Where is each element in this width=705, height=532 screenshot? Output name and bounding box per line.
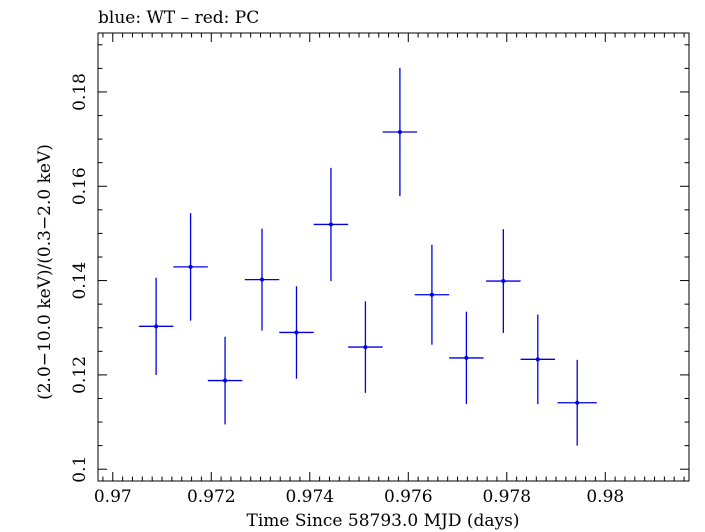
data-point xyxy=(279,286,314,379)
data-point xyxy=(486,229,521,333)
y-tick-label: 0.14 xyxy=(70,262,90,300)
x-tick-label: 0.976 xyxy=(384,487,433,507)
data-point xyxy=(207,336,243,425)
data-point xyxy=(449,311,484,405)
point-marker xyxy=(223,378,228,383)
point-marker xyxy=(501,279,506,284)
point-marker xyxy=(363,345,368,350)
point-marker xyxy=(464,355,469,360)
point-marker xyxy=(328,222,333,227)
x-tick-label: 0.978 xyxy=(482,487,531,507)
y-axis-label: (2.0−10.0 keV)/(0.3−2.0 keV) xyxy=(35,144,55,400)
x-tick-label: 0.972 xyxy=(187,487,236,507)
chart-title: blue: WT – red: PC xyxy=(98,8,259,28)
data-points xyxy=(138,67,597,446)
point-marker xyxy=(294,330,299,335)
data-point xyxy=(138,277,174,375)
y-tick-label: 0.16 xyxy=(70,167,90,205)
plot-frame xyxy=(97,32,690,482)
y-tick-label: 0.12 xyxy=(70,356,90,394)
point-marker xyxy=(154,324,159,329)
point-marker xyxy=(535,357,540,362)
data-point xyxy=(244,228,280,331)
y-tick-label: 0.18 xyxy=(70,73,90,111)
x-tick-label: 0.97 xyxy=(94,487,132,507)
point-marker xyxy=(575,400,580,405)
y-tick-labels: 0.1 0.12 0.14 0.16 0.18 xyxy=(70,73,90,483)
point-marker xyxy=(397,130,402,135)
data-point xyxy=(173,213,208,321)
data-point xyxy=(520,314,556,405)
point-marker xyxy=(188,264,193,269)
data-point xyxy=(414,244,450,345)
data-point xyxy=(382,67,418,197)
axis-ticks xyxy=(98,33,689,481)
x-tick-label: 0.974 xyxy=(285,487,334,507)
x-tick-labels: 0.97 0.972 0.974 0.976 0.978 0.98 xyxy=(94,487,624,507)
data-point xyxy=(313,167,349,282)
data-point xyxy=(557,359,597,446)
y-tick-label: 0.1 xyxy=(70,456,90,483)
data-point xyxy=(348,301,383,393)
x-axis-label: Time Since 58793.0 MJD (days) xyxy=(247,511,520,531)
point-marker xyxy=(429,292,434,297)
point-marker xyxy=(260,277,265,282)
x-tick-label: 0.98 xyxy=(586,487,624,507)
